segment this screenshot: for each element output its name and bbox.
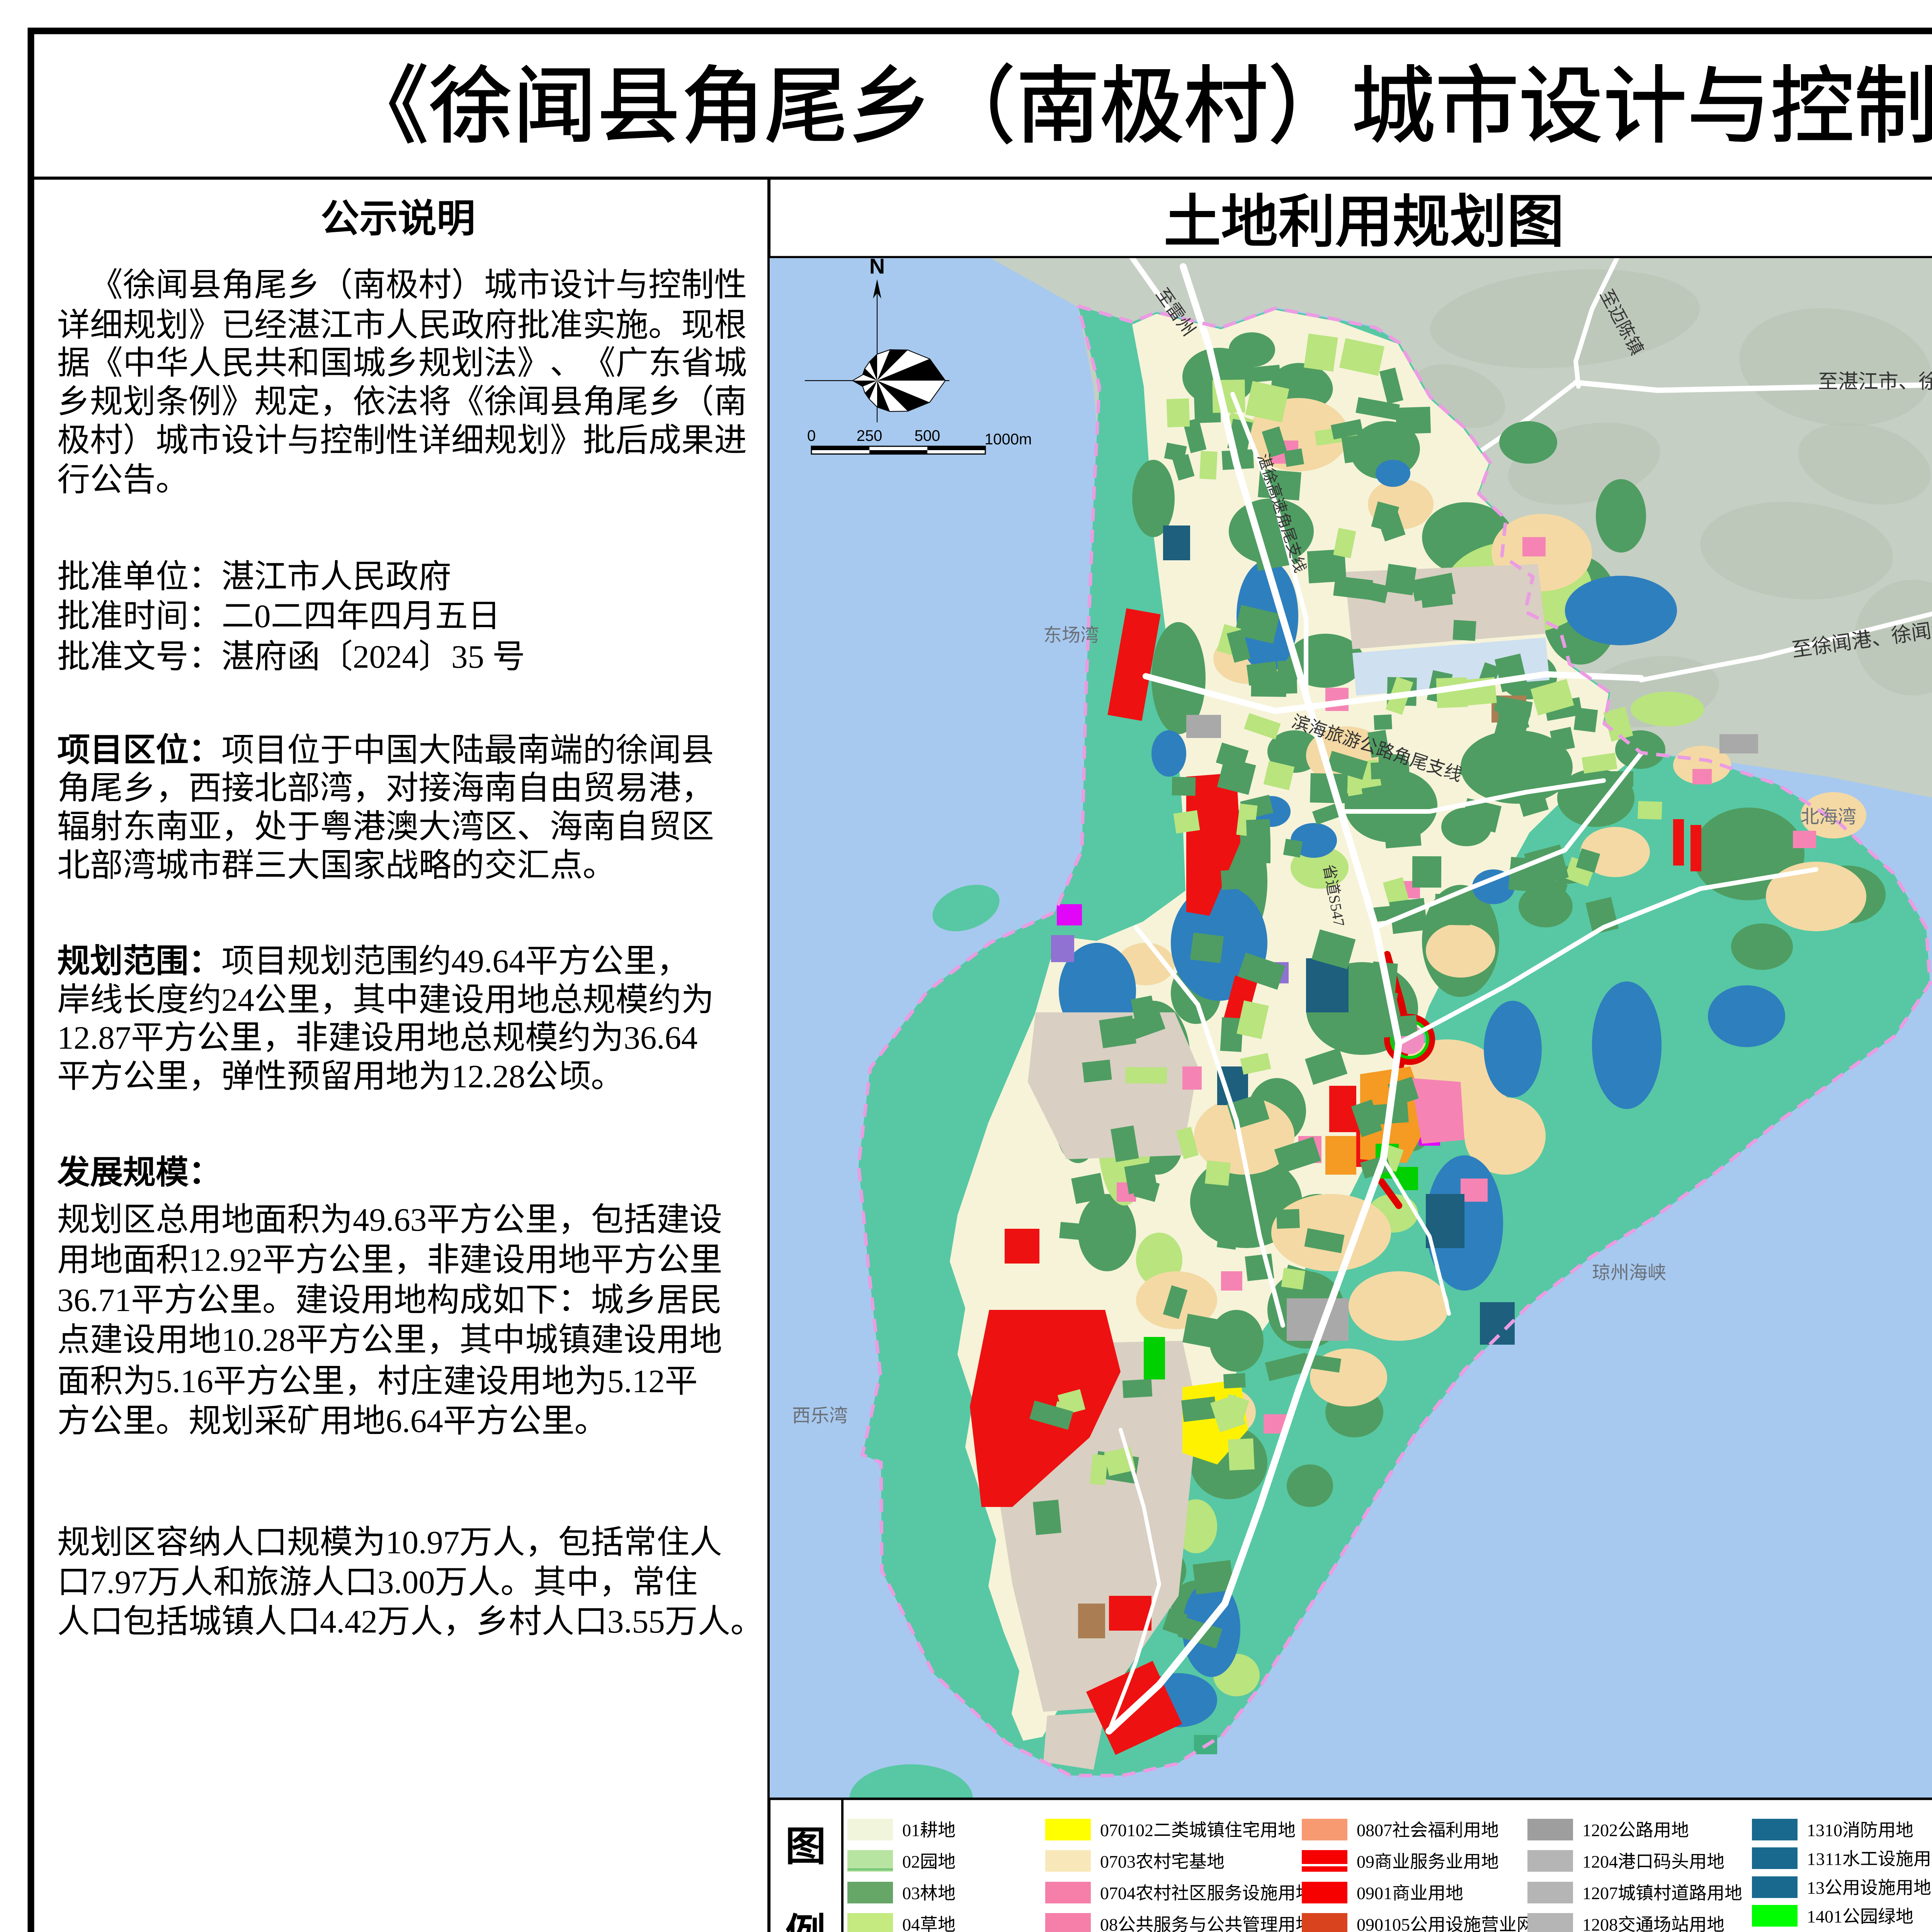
svg-text:090105: 090105 <box>1357 1915 1410 1932</box>
svg-text:12.28: 12.28 <box>451 1058 525 1095</box>
svg-text:1311: 1311 <box>1807 1849 1842 1869</box>
svg-text:49.63: 49.63 <box>353 1202 427 1238</box>
svg-text:04: 04 <box>902 1915 920 1932</box>
svg-text:13: 13 <box>1807 1878 1825 1898</box>
svg-text:5.12: 5.12 <box>607 1363 665 1400</box>
svg-text:0: 0 <box>254 598 271 634</box>
svg-text:1207: 1207 <box>1582 1883 1618 1903</box>
svg-text:0703: 0703 <box>1100 1852 1136 1872</box>
svg-text:070102: 070102 <box>1100 1820 1153 1840</box>
svg-text:12.87: 12.87 <box>57 1020 131 1056</box>
svg-text:03: 03 <box>902 1883 920 1903</box>
svg-text:1401: 1401 <box>1807 1907 1842 1927</box>
svg-text:7.97: 7.97 <box>90 1564 148 1600</box>
svg-text:01: 01 <box>902 1820 920 1840</box>
svg-text:36.64: 36.64 <box>624 1020 697 1056</box>
svg-text:08: 08 <box>1100 1915 1118 1932</box>
svg-text:1204: 1204 <box>1582 1852 1618 1872</box>
svg-text:N: N <box>869 254 885 278</box>
svg-text:3.00: 3.00 <box>378 1564 435 1600</box>
svg-text:10.28: 10.28 <box>221 1322 295 1358</box>
svg-text:0704: 0704 <box>1100 1883 1136 1903</box>
svg-text:3.55: 3.55 <box>607 1604 665 1640</box>
svg-text:0901: 0901 <box>1357 1883 1392 1903</box>
svg-text:09: 09 <box>1357 1852 1374 1872</box>
svg-text:250: 250 <box>857 427 883 444</box>
svg-text:1000m: 1000m <box>985 431 1032 448</box>
svg-text:6.64: 6.64 <box>386 1403 443 1439</box>
svg-text:24: 24 <box>221 982 254 1018</box>
svg-text:1202: 1202 <box>1582 1820 1618 1840</box>
svg-text:49.64: 49.64 <box>451 943 525 980</box>
svg-text:5.16: 5.16 <box>156 1363 213 1400</box>
svg-text:35: 35 <box>451 639 484 675</box>
svg-text:0: 0 <box>807 427 816 444</box>
svg-text:0807: 0807 <box>1357 1820 1392 1840</box>
svg-text:12.92: 12.92 <box>189 1242 262 1278</box>
svg-text:10.97: 10.97 <box>386 1524 459 1561</box>
svg-text:36.71: 36.71 <box>57 1282 131 1318</box>
svg-text:1310: 1310 <box>1807 1820 1842 1840</box>
svg-text:4.42: 4.42 <box>320 1604 378 1640</box>
svg-text:500: 500 <box>915 427 940 444</box>
svg-text:2024: 2024 <box>353 639 418 675</box>
svg-text:02: 02 <box>902 1852 920 1872</box>
svg-text:1208: 1208 <box>1582 1915 1618 1932</box>
